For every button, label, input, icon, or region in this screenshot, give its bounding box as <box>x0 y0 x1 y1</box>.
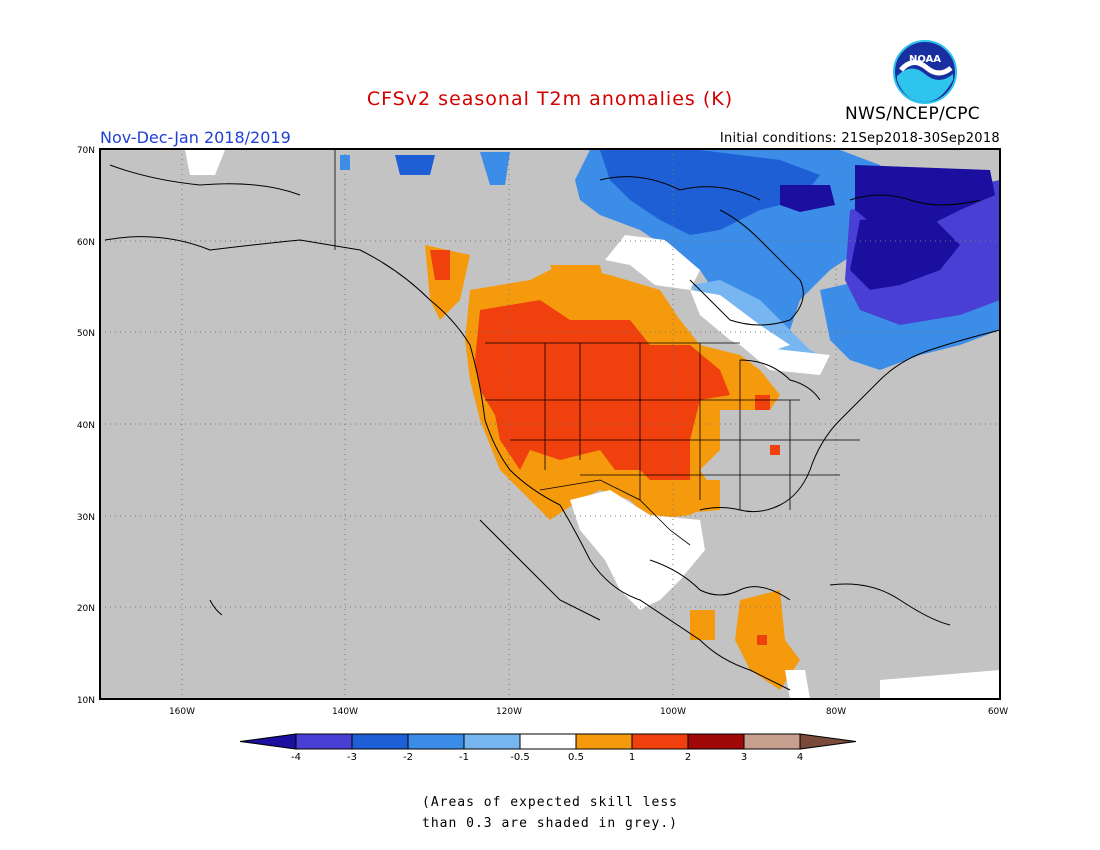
lon-label: 140W <box>332 707 358 717</box>
colorbar-segment <box>351 733 409 750</box>
lat-labels: 70N 60N 50N 40N 30N 20N 10N <box>77 146 95 706</box>
graticule <box>100 149 1000 699</box>
colorbar-segment <box>687 733 745 750</box>
colorbar-segment <box>407 733 465 750</box>
initial-conditions: Initial conditions: 21Sep2018-30Sep2018 <box>719 131 1000 146</box>
colorbar-segment <box>631 733 689 750</box>
colorbar-label: 0.5 <box>568 752 584 763</box>
colorbar-label: 2 <box>684 752 692 763</box>
lat-label: 70N <box>77 146 95 156</box>
lat-label: 20N <box>77 604 95 614</box>
map-frame <box>99 148 1001 700</box>
noaa-logo: NOAA <box>893 40 957 104</box>
colorbar-label: 4 <box>796 752 804 763</box>
colorbar-segment <box>519 733 577 750</box>
skill-note-line1: (Areas of expected skill less <box>422 795 678 810</box>
forecast-period: Nov-Dec-Jan 2018/2019 <box>100 128 291 147</box>
lat-label: 40N <box>77 421 95 431</box>
lon-label: 80W <box>826 707 846 717</box>
org-label: NWS/NCEP/CPC <box>845 104 980 124</box>
colorbar-label: -2 <box>403 752 413 763</box>
lat-label: 10N <box>77 696 95 706</box>
lon-label: 60W <box>988 707 1008 717</box>
colorbar-label: -0.5 <box>510 752 530 763</box>
lat-label: 30N <box>77 513 95 523</box>
lat-label: 60N <box>77 238 95 248</box>
lat-label: 50N <box>77 329 95 339</box>
lon-label: 160W <box>169 707 195 717</box>
colorbar <box>239 733 857 750</box>
political-borders <box>334 149 860 546</box>
colorbar-label: -3 <box>347 752 357 763</box>
near-normal-region <box>570 490 1000 699</box>
lon-label: 100W <box>660 707 686 717</box>
colorbar-arrow-high <box>799 733 857 750</box>
coastlines <box>104 164 1001 691</box>
colorbar-segment <box>463 733 521 750</box>
warm-anomaly-region <box>425 245 800 690</box>
colorbar-arrow-low <box>239 733 297 750</box>
colorbar-label: 1 <box>628 752 636 763</box>
colorbar-label: -1 <box>459 752 469 763</box>
lon-labels: 160W 140W 120W 100W 80W 60W <box>169 707 1008 717</box>
skill-note: (Areas of expected skill less than 0.3 a… <box>0 792 1100 834</box>
logo-text: NOAA <box>909 54 941 65</box>
colorbar-segment <box>295 733 353 750</box>
skill-note-line2: than 0.3 are shaded in grey.) <box>422 816 678 831</box>
colorbar-label: 3 <box>740 752 748 763</box>
colorbar-label: -4 <box>291 752 301 763</box>
cold-anomaly-region <box>185 150 1000 375</box>
lon-label: 120W <box>496 707 522 717</box>
colorbar-segment <box>575 733 633 750</box>
colorbar-segment <box>743 733 801 750</box>
map-title: CFSv2 seasonal T2m anomalies (K) <box>366 88 734 110</box>
